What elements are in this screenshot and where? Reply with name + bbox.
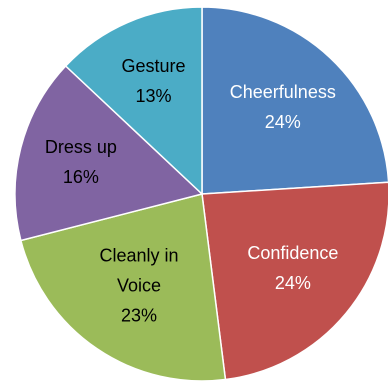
pie-label-percent: 13% bbox=[135, 86, 171, 106]
pie-label-percent: 24% bbox=[265, 112, 301, 132]
pie-label-cheerfulness: Cheerfulness 24% bbox=[230, 82, 336, 132]
pie-slice-cheerfulness bbox=[201, 6, 388, 195]
pie-slice-dress-up bbox=[14, 64, 204, 242]
pie-slices bbox=[14, 6, 388, 382]
pie-label-name: Cheerfulness bbox=[230, 82, 336, 102]
pie-labels: Cheerfulness 24% Confidence 24% Cleanly in Vo… bbox=[45, 56, 339, 326]
pie-label-gesture: Gesture 13% bbox=[121, 56, 185, 106]
pie-label-name: Confidence bbox=[247, 243, 338, 263]
pie-label-cleanly-in-voice: Cleanly in Voice 23% bbox=[99, 245, 178, 325]
pie-slice-cleanly-in-voice bbox=[19, 193, 227, 382]
pie-slice-gesture bbox=[64, 6, 203, 196]
pie-label-name: Dress up bbox=[45, 137, 117, 157]
pie-label-percent: 16% bbox=[63, 167, 99, 187]
pie-label-name: Cleanly in bbox=[99, 245, 178, 265]
pie-label-percent: 24% bbox=[275, 273, 311, 293]
pie-label-dress-up: Dress up 16% bbox=[45, 137, 117, 187]
pie-label-confidence: Confidence 24% bbox=[247, 243, 338, 293]
pie-label-name: Voice bbox=[117, 275, 161, 295]
pie-label-percent: 23% bbox=[121, 305, 157, 325]
pie-label-name: Gesture bbox=[121, 56, 185, 76]
